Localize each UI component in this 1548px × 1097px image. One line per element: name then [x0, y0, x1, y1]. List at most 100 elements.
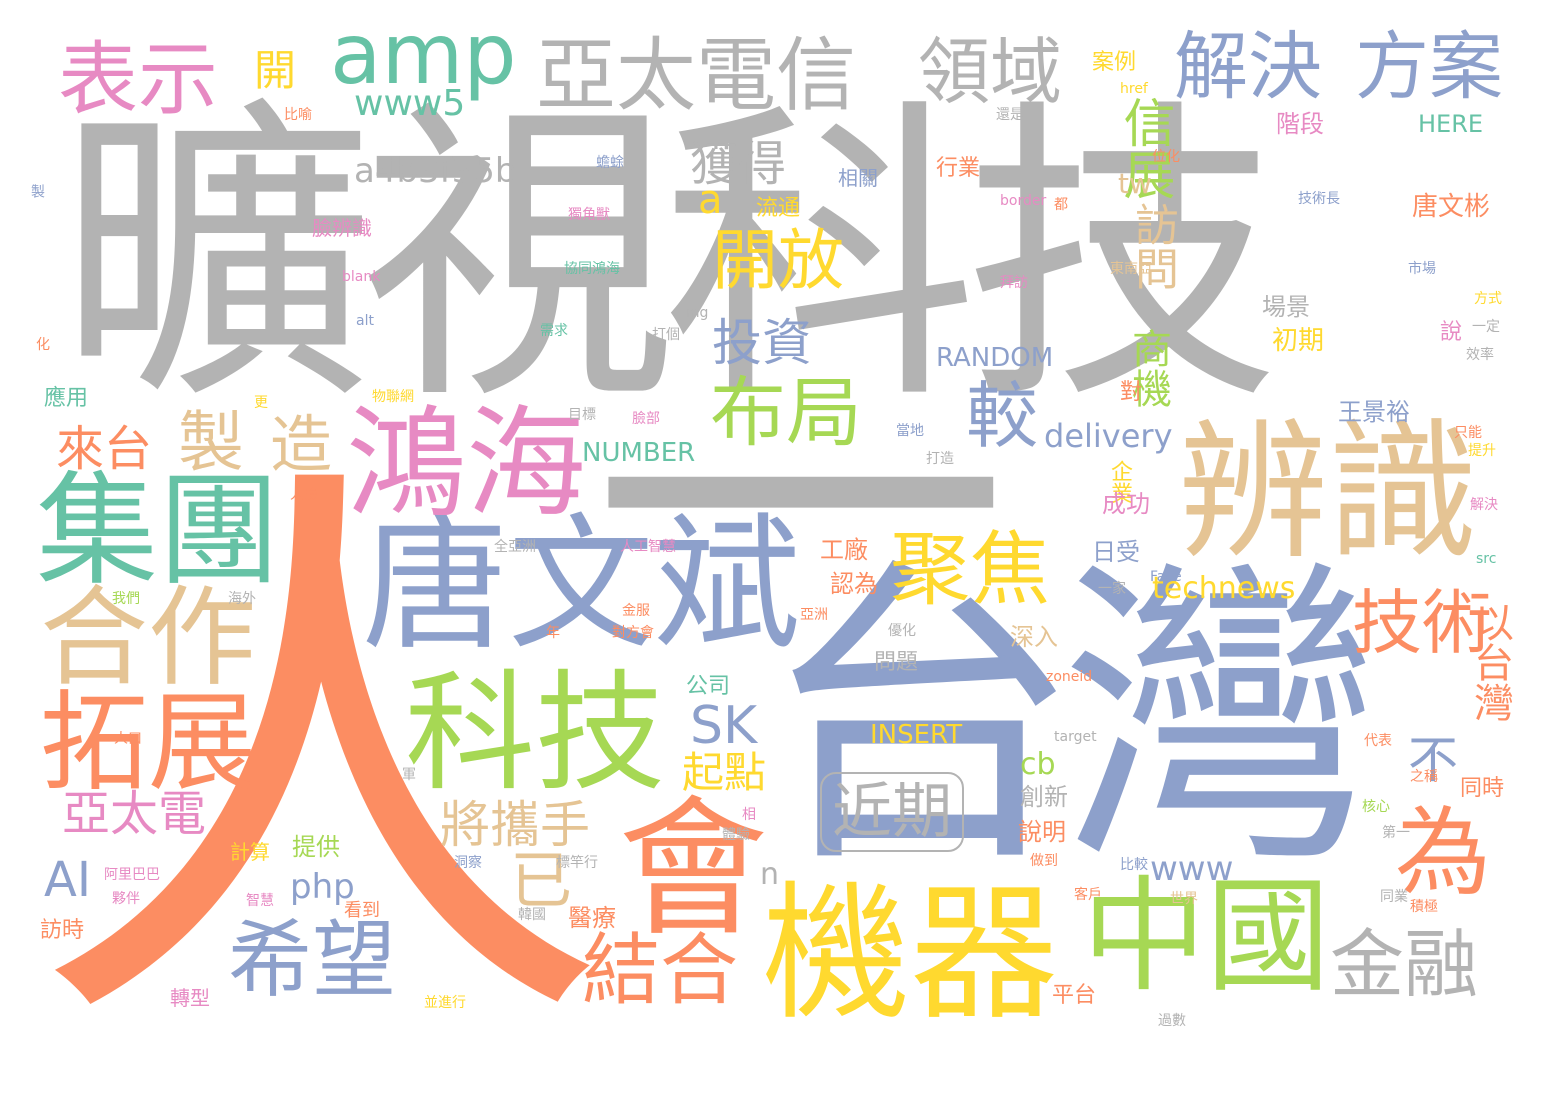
word-face: Face: [1150, 569, 1182, 585]
word-biaoganxing: 標竿行: [556, 855, 598, 871]
word-www: www: [1150, 849, 1234, 889]
word-cloud: 曠視科技 一 人 台灣 唐文斌 鴻海 科技 集團 合作 拓展 辨識 機器 會 中…: [29, 5, 1513, 1097]
word-alibaba: 阿里巴巴: [104, 867, 160, 883]
word-border: border: [1000, 193, 1047, 209]
word-here: HERE: [1418, 110, 1484, 138]
word-tw: tw: [1118, 167, 1152, 200]
word-xuqiu: 需求: [540, 323, 568, 339]
word-yiliao: 醫療: [568, 904, 616, 932]
word-jishuzhang: 技術長: [1298, 191, 1340, 207]
word-buju: 布局: [710, 368, 862, 457]
word-laitai: 來台: [56, 421, 153, 477]
word-zhi: 製: [178, 404, 244, 481]
word-zhi-small: 製: [29, 184, 45, 198]
word-anli: 案例: [1092, 50, 1137, 75]
word-hui: 會: [618, 783, 769, 957]
word-alt: alt: [356, 313, 374, 329]
word-keji: 科技: [405, 657, 666, 809]
word-src: src: [1476, 551, 1497, 567]
word-fangshi: 訪時: [40, 918, 85, 943]
word-img: img: [682, 305, 709, 321]
word-cb: cb: [1020, 747, 1056, 782]
word-fangshi-2: 方式: [1474, 291, 1502, 307]
word-yijia: 一家: [1098, 581, 1126, 597]
word-guoshu: 過數: [1158, 1013, 1186, 1029]
word-tongye: 同業: [1380, 889, 1408, 905]
word-kandao: 看到: [344, 900, 380, 921]
word-bu: 不: [1408, 731, 1458, 789]
word-zhuanxing: 轉型: [170, 986, 210, 1010]
word-haishi: 還是: [996, 107, 1024, 123]
word-shangji: 商機: [1125, 328, 1171, 408]
word-dujiaoshou: 獨角獸: [568, 207, 610, 223]
word-xiangguan: 相關: [838, 166, 878, 190]
word-hexin: 核心: [1362, 799, 1390, 815]
word-hezuo: 合作: [40, 576, 257, 701]
word-fangwen: 訪問: [1127, 202, 1178, 290]
word-insert: INSERT: [870, 720, 963, 750]
word-zuodao: 做到: [1030, 853, 1058, 869]
word-fangan: 方案: [1355, 24, 1503, 110]
word-yatai-dianxin: 亞太電信: [536, 29, 856, 122]
word-diyi: 第一: [1382, 825, 1410, 841]
word-qiye: 企業: [1107, 460, 1132, 504]
word-shuo: 說: [1440, 320, 1463, 345]
word-touzi: 投資: [712, 314, 812, 372]
word-baifang: 拜訪: [1000, 275, 1028, 291]
word-bijiao: 比較: [1120, 857, 1148, 873]
word-women: 我們: [112, 591, 140, 607]
word-xiaolv: 效率: [1466, 347, 1494, 363]
word-jinfu: 金服: [622, 603, 650, 619]
word-amp: amp: [330, 5, 517, 103]
word-yingyong: 應用: [44, 386, 89, 411]
word-yiding: 一定: [1472, 319, 1500, 335]
word-chuqi: 初期: [1272, 326, 1325, 356]
word-wang-jingyu: 王景裕: [1338, 398, 1410, 426]
word-tang-wenbin-2: 唐文彬: [1412, 192, 1491, 222]
word-n: n: [760, 857, 780, 892]
word-xiwang: 希望: [228, 911, 397, 1009]
word-number: NUMBER: [582, 438, 696, 468]
word-gongsi: 公司: [686, 674, 731, 699]
word-shenru: 深入: [1010, 623, 1058, 651]
word-youhua: 優化: [888, 623, 916, 639]
word-jiqi: 機器: [762, 868, 1058, 1040]
word-random: RANDOM: [936, 343, 1054, 373]
word-wei: 為: [1395, 797, 1491, 909]
word-lian-bianshi: 臉辨識: [312, 216, 372, 240]
word-lianbu: 臉部: [632, 411, 660, 427]
word-yi-taiwan: 以台灣: [1467, 602, 1513, 722]
word-renwei: 認為: [830, 570, 878, 598]
word-rishou: 日受: [1092, 538, 1140, 566]
word-delivery: delivery: [1044, 417, 1173, 455]
word-xinzhan: 信展: [1114, 96, 1174, 200]
word-shuoming: 說明: [1018, 818, 1066, 846]
word-chenggong: 成功: [1102, 490, 1150, 518]
word-hua: 化: [36, 337, 50, 353]
word-yatai-dian: 亞太電: [62, 786, 207, 842]
word-duifanghui: 對方會: [612, 625, 654, 641]
word-dou: 都: [1054, 197, 1068, 213]
word-tuozhan: 拓展: [40, 681, 257, 806]
word-yi: 一: [590, 289, 1010, 730]
word-bianshi: 辨識: [1178, 406, 1479, 580]
word-tang-wenbin: 唐文斌: [362, 500, 800, 670]
word-jieduan: 階段: [1276, 110, 1324, 138]
word-dongnanya: 東南亞: [1110, 261, 1152, 277]
word-jinrong: 金融: [1330, 922, 1478, 1008]
word-lingyu: 領域: [918, 30, 1063, 114]
word-ren: 人: [30, 422, 610, 1097]
word-haiwai: 海外: [228, 591, 256, 607]
word-renlian: 人臉: [290, 487, 318, 503]
word-jituan: 集團: [36, 460, 280, 602]
word-yazhou: 亞洲: [800, 607, 828, 623]
word-nian: 年: [546, 625, 560, 641]
word-kai: 開: [254, 46, 297, 95]
word-shijie: 世界: [1170, 891, 1198, 907]
word-zhicheng: 之稱: [1410, 769, 1438, 785]
word-jishu: 技術: [1352, 582, 1492, 664]
word-taiwan: 台灣: [760, 534, 1380, 906]
word-wulianwang: 物聯網: [372, 389, 414, 405]
word-quan-yazhou: 全亞洲: [494, 539, 536, 555]
word-yi-already: 已: [510, 844, 573, 917]
